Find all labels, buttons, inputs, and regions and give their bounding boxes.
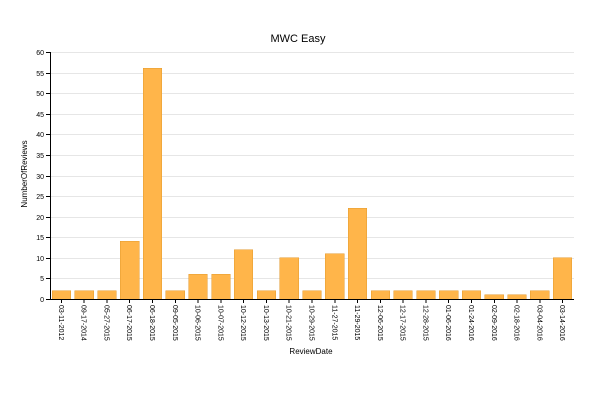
bar [97,290,117,300]
bar [325,253,345,300]
bar [347,208,368,300]
bar [211,274,231,300]
x-tick-label: 11-29-2015 [353,305,360,340]
x-tick-label: 09-17-2014 [80,305,87,341]
bar [484,294,504,300]
bar [439,290,459,300]
bar [51,290,71,300]
x-axis-label: ReviewDate [289,347,333,356]
bar [507,294,527,300]
bar [461,290,482,300]
bar [142,68,163,300]
y-tick-label: 40 [36,132,44,139]
bar [256,290,277,300]
x-tick-label: 10-07-2015 [216,305,223,341]
bar [188,274,208,300]
y-tick-label: 20 [36,215,44,222]
bar [279,257,299,300]
x-tick-label: 03-14-2016 [558,305,565,341]
y-tick-label: 15 [36,235,44,242]
bar [234,249,254,300]
y-axis-label: NumberOfReviews [20,140,29,207]
x-tick-label: 10-21-2015 [285,305,292,341]
x-tick-label: 10-13-2015 [262,305,269,341]
bar [74,290,94,300]
bars [51,68,573,300]
x-tick-label: 10-29-2015 [308,305,315,341]
y-tick-label: 5 [40,276,44,283]
x-tick-label: 03-04-2016 [535,305,542,341]
x-tick-label: 03-11-2012 [57,305,64,340]
y-tick-label: 25 [36,194,44,201]
x-tick-label: 12-06-2015 [376,305,383,341]
x-axis: 03-11-2012 09-17-2014 05-27-2015 06-17-2015… [50,299,574,341]
bar [530,290,550,300]
x-tick-label: 12-17-2015 [399,305,406,341]
x-tick-label: 06-17-2015 [125,305,132,341]
y-tick-label: 0 [40,297,44,304]
x-tick-label: 11-27-2015 [330,305,337,340]
x-tick-label: 06-18-2015 [148,305,155,341]
y-tick-label: 60 [36,50,44,57]
bar [553,257,573,300]
bar [393,290,413,300]
bar [370,290,390,300]
y-axis: 0 5 10 15 20 25 30 35 40 45 50 55 60 [36,50,51,304]
x-tick-label: 12-28-2015 [421,305,428,341]
y-tick-label: 35 [36,153,44,160]
y-tick-label: 10 [36,256,44,263]
bar [416,290,436,300]
x-tick-label: 05-27-2015 [102,305,109,341]
y-tick-label: 50 [36,91,44,98]
x-tick-label: 01-24-2016 [467,305,474,341]
x-tick-label: 02-18-2016 [513,305,520,341]
x-tick-label: 10-06-2015 [194,305,201,341]
x-tick-label: 02-09-2016 [490,305,497,341]
bar [120,241,140,300]
bar [165,290,185,300]
y-tick-label: 45 [36,112,44,119]
y-tick-label: 30 [36,174,44,181]
y-tick-label: 55 [36,71,44,78]
bar [302,290,322,300]
x-tick-label: 10-12-2015 [239,305,246,341]
x-tick-label: 01-06-2016 [444,305,451,341]
x-tick-label: 09-05-2015 [171,305,178,341]
chart-title: MWC Easy [271,33,327,45]
